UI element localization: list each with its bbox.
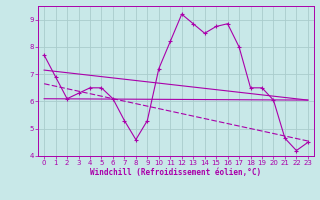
- X-axis label: Windchill (Refroidissement éolien,°C): Windchill (Refroidissement éolien,°C): [91, 168, 261, 177]
